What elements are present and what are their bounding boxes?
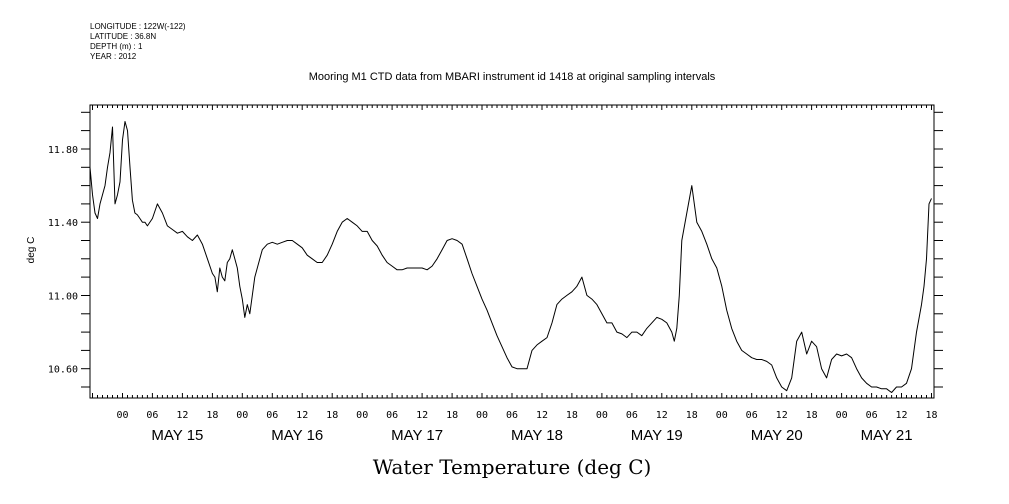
- x-tick-label: 12: [176, 410, 188, 421]
- x-tick-label: 06: [146, 410, 158, 421]
- y-tick-label: 10.60: [48, 365, 78, 376]
- x-day-label: MAY 20: [751, 427, 803, 444]
- x-day-label: MAY 15: [151, 427, 203, 444]
- x-tick-label: 18: [446, 410, 458, 421]
- plot-frame: [89, 104, 935, 399]
- x-tick-label: 00: [596, 410, 608, 421]
- x-tick-label: 12: [296, 410, 308, 421]
- latitude-text: LATITUDE : 36.8N: [90, 32, 157, 41]
- x-day-label: MAY 16: [271, 427, 323, 444]
- x-tick-label: 18: [206, 410, 218, 421]
- series-line: [89, 121, 932, 393]
- x-tick-label: 12: [895, 410, 907, 421]
- chart-title: Mooring M1 CTD data from MBARI instrumen…: [309, 71, 716, 83]
- x-tick-label: 18: [326, 410, 338, 421]
- axes-group: 00 06 12 18 00 06 12 18 00 06 12 18 00 06 12 18 00 06 12 18…: [48, 105, 943, 444]
- x-tick-label: 00: [716, 410, 728, 421]
- y-tick-label: 11.80: [48, 145, 78, 156]
- year-text: YEAR : 2012: [90, 52, 137, 61]
- x-axis-label: Water Temperature (deg C): [373, 455, 652, 479]
- x-tick-label: 00: [836, 410, 848, 421]
- x-tick-label: 00: [476, 410, 488, 421]
- x-tick-label: 12: [536, 410, 548, 421]
- x-tick-label: 06: [266, 410, 278, 421]
- x-day-label: MAY 18: [511, 427, 563, 444]
- depth-text: DEPTH (m) : 1: [90, 42, 143, 51]
- x-day-label: MAY 19: [631, 427, 683, 444]
- x-tick-label: 18: [806, 410, 818, 421]
- x-tick-label: 06: [746, 410, 758, 421]
- metadata-block: LONGITUDE : 122W(-122) LATITUDE : 36.8N …: [90, 22, 186, 62]
- x-tick-label: 12: [776, 410, 788, 421]
- x-tick-label: 00: [116, 410, 128, 421]
- x-tick-label: 12: [416, 410, 428, 421]
- x-tick-label: 06: [506, 410, 518, 421]
- x-tick-label: 06: [626, 410, 638, 421]
- x-tick-label: 18: [566, 410, 578, 421]
- x-tick-label: 06: [866, 410, 878, 421]
- x-day-label: MAY 21: [861, 427, 913, 444]
- x-day-label: MAY 17: [391, 427, 443, 444]
- x-tick-label: 00: [236, 410, 248, 421]
- x-tick-label: 00: [356, 410, 368, 421]
- longitude-text: LONGITUDE : 122W(-122): [90, 22, 186, 31]
- x-tick-label: 12: [656, 410, 668, 421]
- y-tick-label: 11.40: [48, 218, 78, 229]
- x-tick-label: 06: [386, 410, 398, 421]
- y-tick-label: 11.00: [48, 291, 78, 302]
- y-axis-label: deg C: [26, 237, 37, 264]
- x-tick-label: 18: [686, 410, 698, 421]
- series-group: [89, 121, 932, 393]
- x-tick-label: 18: [925, 410, 937, 421]
